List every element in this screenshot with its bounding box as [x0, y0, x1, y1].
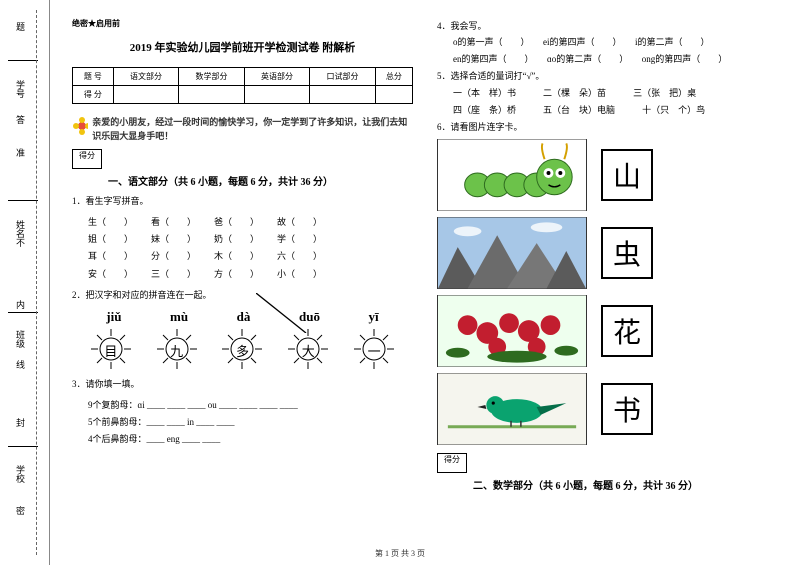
pinyin: mù: [170, 309, 188, 325]
pinyin: yī: [369, 309, 379, 325]
margin-mark: 内: [14, 300, 27, 309]
q5-line: 四（座 条）桥 五（台 块）电脑 十（只 个）鸟: [453, 102, 778, 119]
margin-field-class: 班级: [14, 330, 27, 348]
margin-mark: 线: [14, 360, 27, 369]
pic-flowers: [437, 295, 587, 367]
pic-mountain: [437, 217, 587, 289]
margin-blank: [8, 312, 38, 313]
picture-match: 山 虫 花 书: [437, 139, 778, 445]
page-footer: 第 1 页 共 3 页: [0, 548, 800, 559]
q5-line: 一（本 样）书 二（棵 朵）苗 三（张 把）桌: [453, 85, 778, 102]
q2: 2．把汉字和对应的拼音连在一起。: [72, 288, 413, 303]
pinyin-row: jiǔ mù dà duō yī: [82, 309, 403, 325]
exam-title: 2019 年实验幼儿园学前班开学检测试卷 附解析: [72, 39, 413, 55]
char-card: 山: [601, 149, 653, 201]
sun-icon: 目: [89, 327, 133, 371]
q3: 3．请你填一填。: [72, 377, 413, 392]
right-column: 4．我会写。 o的第一声（ ） ei的第四声（ ） i的第二声（ ） en的第四…: [425, 18, 790, 557]
sun-row: 目 九 多 大 一: [78, 327, 407, 371]
margin-mark: 封: [14, 418, 27, 427]
section2-title: 二、数学部分（共 6 小题，每题 6 分，共计 36 分）: [473, 477, 778, 492]
q3-line: 5个前鼻韵母：____ ____ in ____ ____: [88, 414, 413, 431]
sun-icon: 一: [352, 327, 396, 371]
score-box: 得分: [72, 149, 102, 169]
margin-field-id: 学号: [14, 80, 27, 98]
margin-field-school: 学校: [14, 465, 27, 483]
margin-blank: [8, 446, 38, 447]
main-content: 绝密★启用前 2019 年实验幼儿园学前班开学检测试卷 附解析 题 号 语文部分…: [50, 0, 800, 565]
left-column: 绝密★启用前 2019 年实验幼儿园学前班开学检测试卷 附解析 题 号 语文部分…: [60, 18, 425, 557]
score-table: 题 号 语文部分 数学部分 英语部分 口试部分 总分 得 分: [72, 67, 413, 104]
q4: 4．我会写。: [437, 18, 778, 34]
sun-char: 大: [286, 341, 330, 360]
pinyin: dà: [237, 309, 251, 325]
sun-icon: 九: [155, 327, 199, 371]
char-card: 书: [601, 383, 653, 435]
margin-mark: 题: [14, 22, 27, 31]
q4-line: en的第四声（ ） ɑo的第二声（ ） ong的第四声（ ）: [453, 51, 778, 68]
hdr-cell: 英语部分: [244, 68, 310, 86]
q4-line: o的第一声（ ） ei的第四声（ ） i的第二声（ ）: [453, 34, 778, 51]
margin-mark: 答: [14, 115, 27, 124]
pic-caterpillar: [437, 139, 587, 211]
score-box: 得分: [437, 453, 467, 473]
pic-bird: [437, 373, 587, 445]
margin-mark: 准: [14, 148, 27, 157]
secret-label: 绝密★启用前: [72, 18, 413, 29]
intro-text: 亲爱的小朋友，经过一段时间的愉快学习，你一定学到了许多知识，让我们去知识乐园大显…: [92, 116, 413, 143]
margin-mark: 密: [14, 506, 27, 515]
char-card: 虫: [601, 227, 653, 279]
sun-char: 九: [155, 341, 199, 360]
flower-icon: [72, 116, 88, 136]
q5: 5．选择合适的量词打“√”。: [437, 68, 778, 84]
q3-line: 4个后鼻韵母：____ eng ____ ____: [88, 431, 413, 448]
hdr-cell: 总分: [375, 68, 412, 86]
margin-mark: 不: [14, 238, 27, 247]
pinyin: jiǔ: [106, 309, 121, 325]
sun-char: 多: [220, 341, 264, 360]
sun-char: 一: [352, 341, 396, 360]
sun-icon: 大: [286, 327, 330, 371]
hdr-cell: 语文部分: [113, 68, 179, 86]
hdr-cell: 题 号: [73, 68, 114, 86]
sun-icon: 多: [220, 327, 264, 371]
dash-line: [36, 10, 37, 555]
char-card: 花: [601, 305, 653, 357]
q1: 1．看生字写拼音。: [72, 194, 413, 209]
q1-grid: 生（ ）看（ ）爸（ ）故（ ） 姐（ ）妹（ ）奶（ ）学（ ） 耳（ ）分（…: [72, 214, 413, 282]
hdr-cell: 口试部分: [310, 68, 376, 86]
binding-margin: 题 学号 答 准 姓名 不 内 班级 线 封 学校 密: [0, 0, 50, 565]
margin-blank: [8, 200, 38, 201]
hdr-cell: 数学部分: [179, 68, 245, 86]
q3-line: 9个复韵母：ɑi ____ ____ ____ ou ____ ____ ___…: [88, 397, 413, 414]
section1-title: 一、语文部分（共 6 小题，每题 6 分，共计 36 分）: [108, 173, 413, 188]
hdr-cell: 得 分: [73, 86, 114, 104]
q6: 6．请看图片连字卡。: [437, 119, 778, 135]
margin-field-name: 姓名: [14, 220, 27, 238]
margin-blank: [8, 60, 38, 61]
sun-char: 目: [89, 341, 133, 360]
